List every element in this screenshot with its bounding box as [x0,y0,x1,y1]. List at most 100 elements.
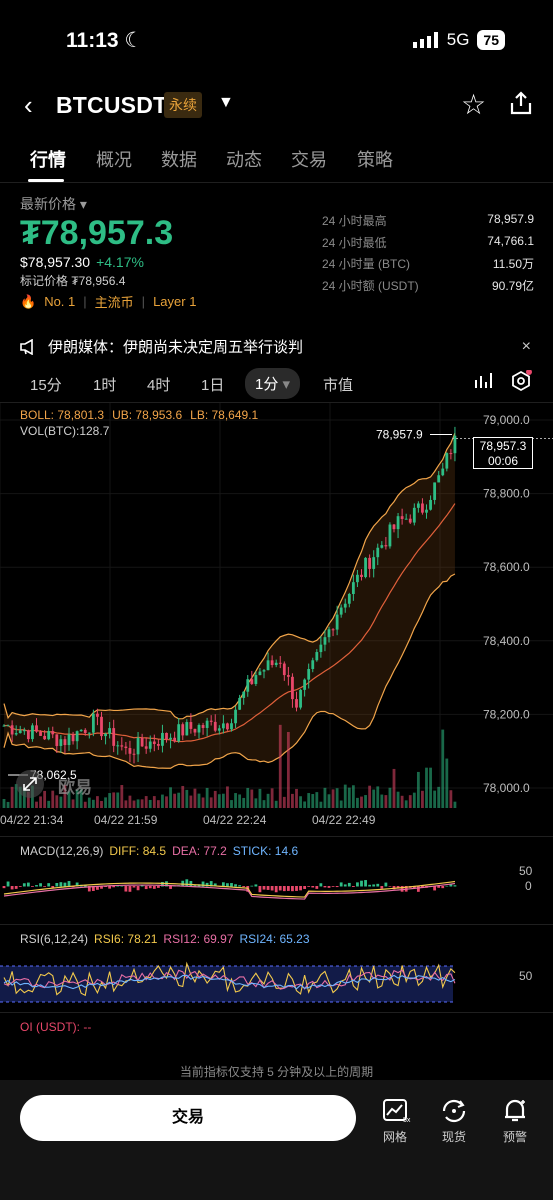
macd-histogram-bar [22,883,26,887]
candle-body [185,722,189,736]
latest-price-label[interactable]: 最新价格 ▾ [20,196,87,212]
tag-rank[interactable]: No. 1 [44,294,76,309]
candle-body [189,722,193,729]
grid-button[interactable]: 5x 网格 [375,1098,415,1145]
macd-histogram-bar [262,886,266,890]
volume-bar [250,789,254,808]
rsi6-line [3,961,456,997]
volume-bar [246,787,250,808]
volume-bar [331,789,335,808]
trade-button[interactable]: 交易 [20,1095,356,1141]
macd-histogram-bar [400,886,404,892]
macd-histogram-bar [234,884,237,887]
interval-market-cap[interactable]: 市值 [323,377,354,394]
caret-down-icon[interactable]: ▼ [218,94,234,111]
macd-histogram-bar [299,886,302,891]
flame-icon: 🔥 [20,293,37,309]
candle-body [295,699,298,708]
volume-bar [221,793,225,808]
tab-strategy[interactable]: 策略 [357,150,393,170]
volume-bar [408,795,412,808]
candle-body [87,732,91,734]
indicator-icon[interactable] [474,370,494,390]
candle-body [116,745,120,747]
macd-histogram-bar [87,886,91,892]
volume-bar [258,788,262,808]
volume-bar [380,794,384,808]
symbol-title[interactable]: BTCUSDT [56,92,168,118]
candle-body [323,637,327,645]
candle-body [71,734,75,742]
volume-bar [87,797,91,808]
macd-histogram-bar [311,886,315,888]
settings-hex-icon[interactable] [510,370,532,392]
macd-histogram-bar [242,886,246,887]
news-banner[interactable]: 伊朗媒体：伊朗尚未决定周五举行谈判 × [20,336,533,357]
macd-histogram-bar [100,886,103,889]
candle-body [14,733,18,735]
macd-histogram-bar [26,882,30,887]
volume-bar [6,801,10,808]
interval-1h[interactable]: 1时 [93,377,117,394]
volume-bar [169,787,172,808]
volume-bar [185,789,189,808]
back-icon[interactable]: ‹ [24,90,33,120]
volume-bar [372,789,376,808]
macd-histogram-bar [331,886,335,887]
candle-body [299,689,302,708]
volume-bar [75,789,79,808]
volume-bar [335,788,339,808]
candle-body [331,629,335,631]
volume-bar [360,796,363,808]
tab-underline [28,179,64,182]
candlestick-chart[interactable]: 79,000.0 78,800.0 78,600.0 78,400.0 78,200.0… [0,403,553,828]
interval-1d[interactable]: 1日 [201,377,225,394]
interval-15m[interactable]: 15分 [30,377,62,394]
volume-bar [291,793,294,808]
volume-bar [43,790,47,808]
volume-bar [400,795,404,808]
candle-body [392,524,396,530]
candle-body [217,728,221,731]
macd-histogram-bar [156,886,160,888]
candle-body [376,547,380,558]
candle-body [26,730,30,740]
candle-body [384,545,388,547]
candle-body [165,732,168,740]
interval-4h[interactable]: 4时 [147,377,171,394]
macd-histogram-bar [59,882,63,887]
tab-trade[interactable]: 交易 [291,150,327,170]
candle-body [254,675,258,684]
tag-category[interactable]: 主流币 [94,295,134,310]
volume-bar [213,790,217,808]
tab-data[interactable]: 数据 [161,150,197,170]
volume-bar [193,788,197,808]
candle-body [421,503,424,513]
alert-button[interactable]: 预警 [495,1098,535,1145]
tab-overview[interactable]: 概况 [96,150,132,170]
interval-1m[interactable]: 1分 ▾ [245,368,301,399]
volume-bar [189,795,193,808]
macd-histogram-bar [120,885,124,887]
star-icon[interactable]: ☆ [461,89,487,120]
close-icon[interactable]: × [521,337,531,355]
candle-body [193,728,197,733]
tag-layer[interactable]: Layer 1 [153,294,197,309]
macd-histogram-bar [18,886,22,887]
macd-histogram-bar [238,885,242,887]
volume-bar [18,786,22,808]
share-icon[interactable] [508,90,534,116]
volume-bar [254,798,258,808]
okx-watermark: 欧易 [58,778,92,797]
macd-histogram-bar [282,886,286,892]
volume-bar [327,794,331,808]
candle-body [250,679,254,684]
volume-bar [156,800,160,808]
macd-histogram-bar [6,881,10,887]
candle-body [327,629,331,638]
tab-market[interactable]: 行情 [30,150,66,170]
spot-button[interactable]: 现货 [434,1098,474,1145]
y-tick-label: 78,000.0 [483,781,530,795]
candle-body [59,739,63,746]
tab-news[interactable]: 动态 [226,150,262,170]
